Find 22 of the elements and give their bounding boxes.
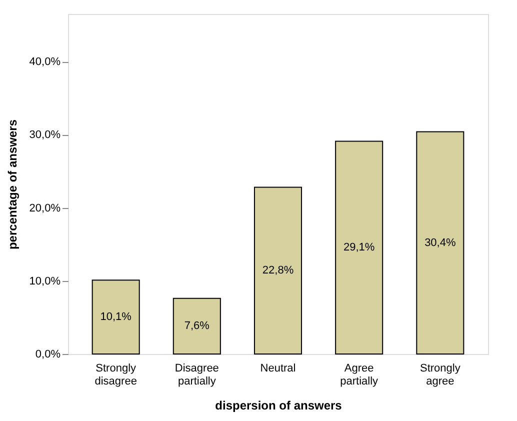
y-tick-label: 30,0%	[29, 129, 61, 142]
data-label: 30,4%	[424, 236, 456, 249]
y-tick-label: 20,0%	[29, 202, 61, 214]
y-tick-label: 10,0%	[29, 275, 61, 288]
y-axis-title: percentage of answers	[5, 119, 20, 250]
data-label: 29,1%	[343, 242, 375, 254]
bar	[92, 280, 140, 354]
bar	[416, 131, 464, 354]
bar	[335, 140, 384, 354]
x-tick-label: Neutral	[260, 362, 296, 374]
x-tick-label: Strongly agree	[420, 362, 461, 388]
y-tick-label: 0,0%	[35, 348, 61, 360]
data-label: 22,8%	[262, 264, 294, 277]
x-tick-label: Disagree partially	[174, 362, 219, 388]
bar	[172, 298, 221, 354]
bar	[254, 186, 302, 354]
x-tick-label: Strongly disagree	[94, 362, 137, 388]
x-tick-label: Agree partially	[340, 362, 379, 388]
data-label: 10,1%	[100, 311, 132, 324]
x-axis-title: dispersion of answers	[215, 398, 342, 412]
y-tick-label: 40,0%	[29, 56, 61, 68]
data-label: 7,6%	[184, 320, 210, 332]
